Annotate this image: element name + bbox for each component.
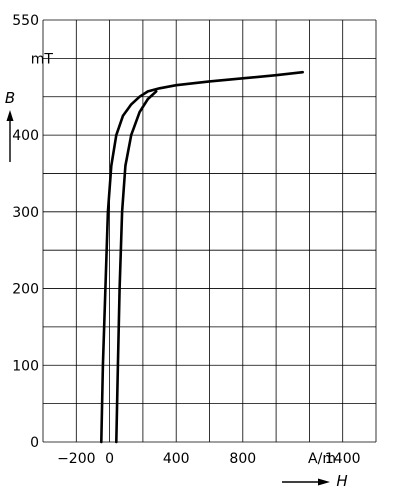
hysteresis-branch-2 bbox=[115, 90, 158, 444]
x-axis-name: H bbox=[336, 472, 347, 490]
y-tick-label: 0 bbox=[30, 435, 39, 451]
x-tick-label: 400 bbox=[163, 451, 190, 467]
x-tick-labels: −200 0 400 800 1400 bbox=[57, 451, 360, 467]
hysteresis-branch-1 bbox=[100, 70, 304, 444]
x-axis-arrow bbox=[282, 478, 330, 486]
x-tick-label: −200 bbox=[57, 451, 95, 467]
y-tick-labels: 0 100 200 300 400 550 bbox=[12, 13, 39, 451]
y-tick-label: 400 bbox=[12, 128, 39, 144]
grid bbox=[42, 19, 377, 443]
curves bbox=[100, 70, 304, 444]
y-axis-name: B bbox=[5, 89, 15, 107]
y-unit-label: mT bbox=[31, 51, 54, 67]
y-tick-label: 550 bbox=[12, 13, 39, 29]
y-axis-arrow bbox=[6, 110, 14, 162]
x-tick-label: 800 bbox=[229, 451, 256, 467]
x-unit-label: A/m bbox=[308, 451, 336, 467]
x-tick-label: 1400 bbox=[325, 451, 361, 467]
x-tick-label: 0 bbox=[105, 451, 114, 467]
y-tick-label: 200 bbox=[12, 282, 39, 298]
y-tick-label: 300 bbox=[12, 205, 39, 221]
y-tick-label: 100 bbox=[12, 358, 39, 374]
